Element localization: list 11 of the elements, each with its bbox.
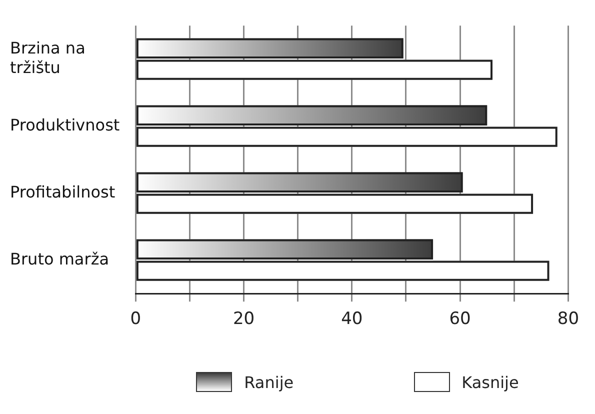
x-tick-label: 80 [557,309,580,330]
legend-label: Ranije [244,372,294,392]
y-tick-label: Brzina na tržištu [10,38,86,77]
x-tick-label: 0 [130,309,142,330]
x-tick-label: 20 [232,309,255,330]
y-tick-label: Profitabilnost [10,182,116,202]
x-tick-label: 40 [341,309,363,330]
legend-label: Kasnije [462,372,519,392]
y-tick-label: Produktivnost [10,115,120,134]
y-tick-label: Bruto marža [10,249,110,268]
x-tick-label: 60 [449,309,471,330]
